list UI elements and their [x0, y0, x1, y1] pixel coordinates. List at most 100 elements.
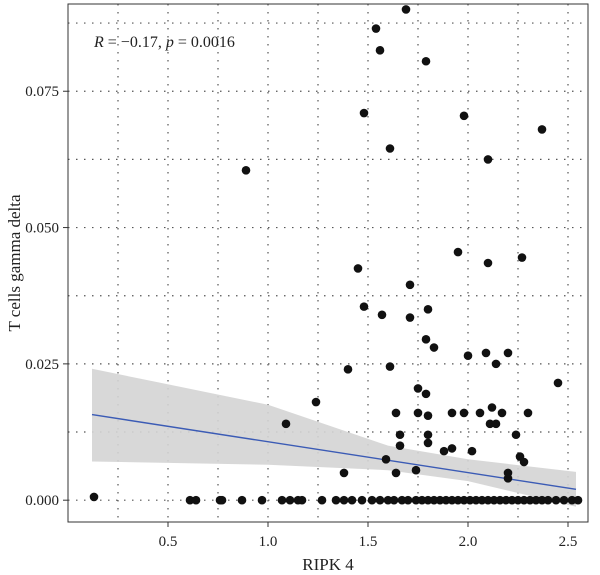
data-point: [343, 365, 353, 374]
data-point: [463, 351, 473, 360]
data-point: [353, 264, 363, 273]
data-point: [191, 495, 201, 505]
p-value: = 0.0016: [174, 34, 235, 51]
data-point: [403, 495, 413, 505]
data-point: [391, 408, 401, 418]
x-tick-label: 1.5: [359, 534, 378, 550]
data-point: [447, 408, 457, 418]
data-point: [489, 495, 499, 505]
data-point: [359, 302, 369, 311]
data-point: [389, 495, 399, 505]
data-point: [397, 495, 407, 505]
data-point: [395, 430, 405, 440]
x-tick-label: 0.5: [159, 534, 178, 550]
data-point: [423, 305, 433, 314]
data-point: [423, 438, 433, 448]
data-point: [487, 403, 497, 412]
data-point: [501, 495, 511, 505]
data-point: [483, 258, 493, 268]
data-point: [439, 446, 449, 456]
data-point: [537, 125, 547, 134]
data-point: [297, 495, 307, 505]
points-group: [89, 5, 583, 505]
data-point: [517, 253, 527, 262]
data-point: [405, 280, 415, 290]
x-tick-label: 2.5: [559, 534, 578, 550]
regression-line: [91, 413, 577, 490]
data-point: [375, 46, 385, 55]
data-point: [495, 495, 505, 505]
data-point: [339, 468, 349, 478]
data-point: [441, 495, 451, 505]
data-point: [447, 444, 457, 453]
y-tick-label: 0.075: [25, 84, 59, 100]
data-point: [429, 495, 439, 505]
data-point: [421, 56, 431, 66]
data-point: [347, 495, 357, 505]
data-point: [519, 495, 529, 505]
data-point: [237, 495, 247, 505]
data-point: [559, 495, 569, 505]
data-point: [257, 495, 267, 505]
y-tick-label: 0.050: [25, 221, 59, 237]
data-point: [465, 495, 475, 505]
fit-line-group: [91, 413, 577, 490]
data-point: [459, 111, 469, 121]
data-point: [477, 495, 487, 505]
y-tick-label: 0.025: [25, 357, 59, 373]
data-point: [435, 495, 445, 505]
data-point: [375, 495, 385, 505]
data-point: [503, 468, 513, 478]
data-point: [311, 397, 321, 407]
data-point: [513, 495, 523, 505]
data-point: [383, 495, 393, 505]
data-point: [453, 247, 463, 257]
x-axis-title: RIPK 4: [302, 555, 354, 574]
axis-ticks: 0.5 1.0 1.5 2.0 2.5 0.000 0.025 0.050 0.075: [25, 84, 577, 550]
data-point: [357, 495, 367, 505]
data-point: [411, 465, 421, 475]
data-point: [385, 362, 395, 371]
confidence-band: [92, 368, 576, 507]
data-point: [567, 495, 577, 505]
data-point: [405, 313, 415, 322]
data-point: [395, 441, 405, 450]
data-point: [423, 430, 433, 440]
data-point: [217, 495, 227, 505]
data-point: [553, 378, 563, 388]
data-point: [185, 495, 195, 505]
data-point: [491, 419, 501, 429]
data-point: [503, 348, 513, 358]
r-symbol: R: [93, 34, 104, 51]
data-point: [475, 408, 485, 418]
r-value: = −0.17,: [104, 34, 166, 51]
p-symbol: p: [165, 34, 174, 51]
data-point: [573, 495, 583, 505]
data-point: [459, 495, 469, 505]
data-point: [401, 5, 411, 14]
data-point: [385, 144, 395, 153]
data-point: [317, 495, 327, 505]
data-point: [285, 495, 295, 505]
data-point: [491, 359, 501, 369]
data-point: [511, 430, 521, 440]
x-tick-label: 1.0: [259, 534, 278, 550]
data-point: [359, 108, 369, 118]
data-point: [467, 446, 477, 456]
data-point: [485, 419, 495, 429]
data-point: [391, 468, 401, 478]
data-point: [423, 495, 433, 505]
x-tick-label: 2.0: [459, 534, 478, 550]
plot-frame: [67, 3, 589, 523]
data-point: [519, 457, 529, 467]
data-point: [459, 408, 469, 418]
data-point: [453, 495, 463, 505]
data-point: [281, 419, 291, 429]
data-point: [481, 348, 491, 358]
confidence-band-group: [92, 368, 576, 507]
data-point: [471, 495, 481, 505]
data-point: [367, 495, 377, 505]
data-point: [507, 495, 517, 505]
data-point: [381, 454, 391, 464]
